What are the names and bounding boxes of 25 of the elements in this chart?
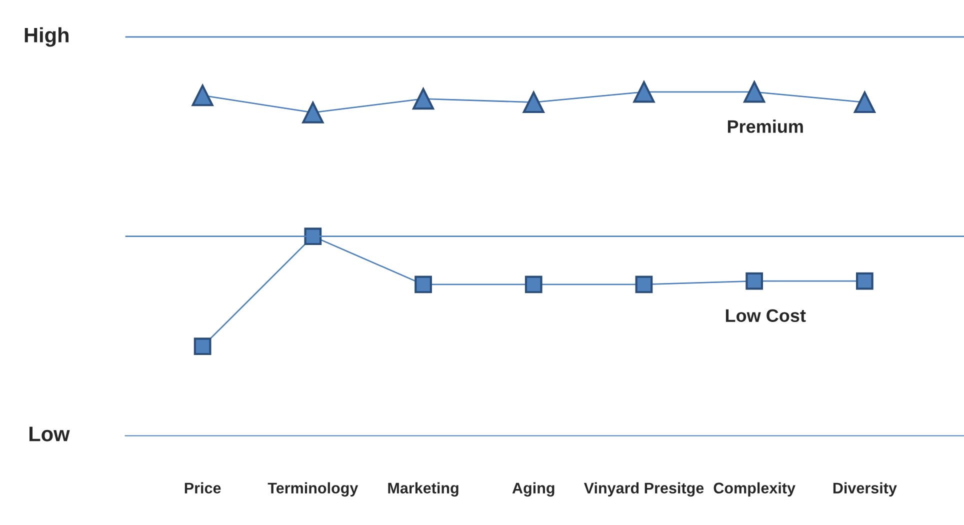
text: High bbox=[24, 27, 68, 47]
x-tick-label: Price bbox=[184, 482, 221, 494]
point bbox=[414, 276, 432, 294]
x-tick-label: Terminology bbox=[268, 482, 358, 497]
text: Low bbox=[30, 426, 70, 442]
point bbox=[856, 272, 874, 290]
point bbox=[412, 88, 434, 110]
point bbox=[744, 81, 766, 103]
x-tick-label: Complexity bbox=[714, 482, 796, 497]
series-label: Low Cost bbox=[726, 309, 806, 322]
point bbox=[746, 272, 764, 290]
point bbox=[524, 276, 542, 294]
x-tick-label: Vinyard Presitge bbox=[584, 482, 704, 497]
point bbox=[635, 276, 653, 294]
series-label: Premium bbox=[728, 120, 803, 133]
point bbox=[633, 81, 655, 103]
x-tick-label: Aging bbox=[512, 482, 554, 497]
point bbox=[192, 84, 214, 106]
point bbox=[854, 92, 876, 114]
point bbox=[522, 92, 544, 114]
point bbox=[304, 228, 322, 246]
x-tick-label: Marketing bbox=[388, 482, 458, 497]
point bbox=[302, 102, 324, 124]
point bbox=[194, 338, 212, 356]
x-tick-label: Diversity bbox=[833, 482, 897, 497]
